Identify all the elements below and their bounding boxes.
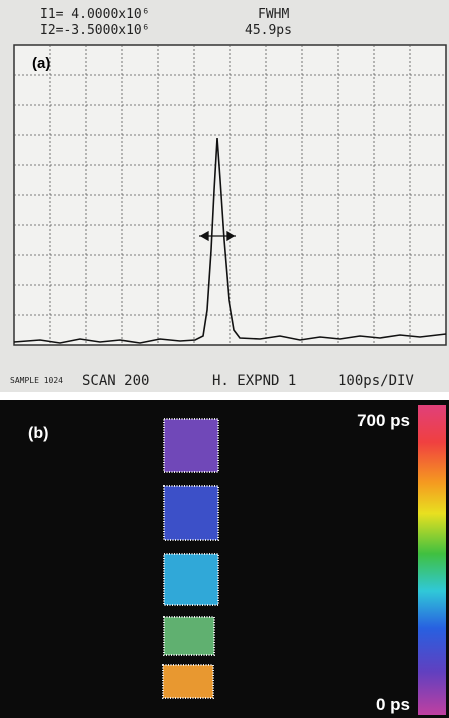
header-line: I2=-3.5000x10⁶ — [40, 23, 150, 38]
sample-square — [163, 485, 219, 541]
samples — [162, 418, 219, 699]
header-line: I1= 4.0000x10⁶ — [40, 7, 150, 22]
fwhm-marker — [199, 230, 236, 242]
colorbar — [418, 405, 446, 715]
footer: SAMPLE 1024 SCAN 200 H. EXPND 1 100ps/DI… — [10, 373, 414, 389]
colorbar-max: 700 ps — [357, 411, 410, 430]
footer-text: SCAN 200 — [82, 373, 149, 389]
sample-square — [163, 418, 219, 473]
sample-square — [162, 664, 214, 699]
panel-label: (a) — [32, 55, 50, 72]
fwhm-value: 45.9ps — [245, 23, 292, 38]
panel-b-background — [0, 400, 449, 718]
trace — [13, 137, 447, 344]
header: I1= 4.0000x10⁶ I2=-3.5000x10⁶ FWHM 45.9p… — [40, 7, 292, 38]
footer-text: 100ps/DIV — [338, 373, 414, 389]
scope-grid — [14, 45, 446, 345]
fwhm-label: FWHM — [258, 7, 289, 22]
colorbar-min: 0 ps — [376, 695, 410, 714]
footer-text: H. EXPND 1 — [212, 373, 296, 389]
panel-label: (b) — [28, 425, 48, 442]
footer-text: SAMPLE 1024 — [10, 376, 63, 385]
sample-square — [163, 616, 215, 656]
sample-square — [163, 553, 219, 606]
